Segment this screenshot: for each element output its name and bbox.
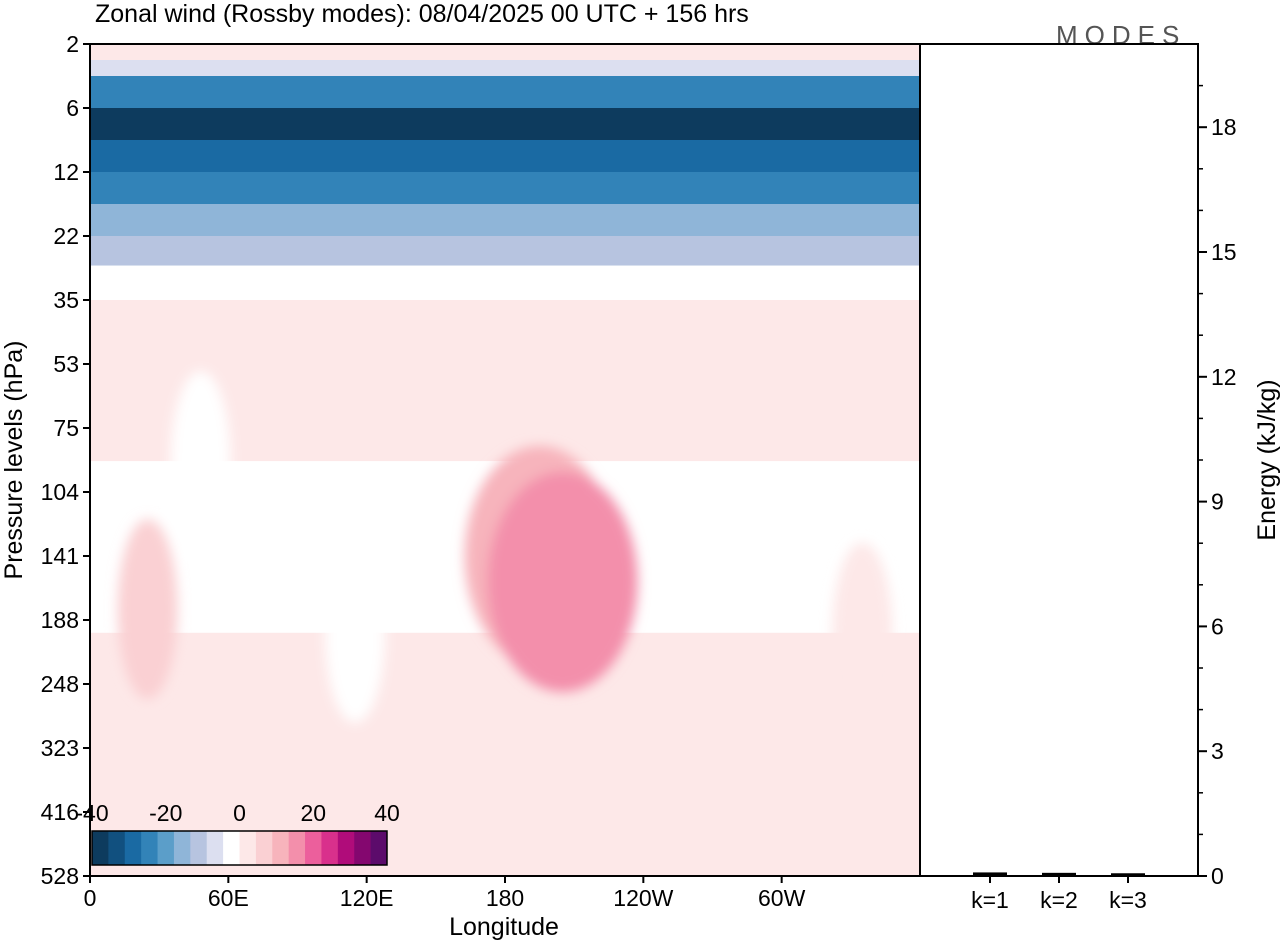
y-tick-label: 248	[41, 671, 79, 697]
x-axis: 0 60E 120E 180 120W 60W	[84, 876, 806, 911]
colorbar-swatch	[354, 831, 372, 865]
colorbar-swatch	[272, 831, 290, 865]
energy-axis-label: Energy (kJ/kg)	[1253, 379, 1280, 540]
y-axis-label: Pressure levels (hPa)	[0, 341, 28, 580]
x-tick-label: 120E	[340, 885, 394, 911]
colorbar-tick-label: 20	[300, 800, 326, 826]
energy-bars: k=1 k=2 k=3	[971, 872, 1147, 913]
wind-band	[90, 204, 920, 237]
colorbar-tick-label: -40	[75, 800, 108, 826]
x-tick-label: 0	[84, 885, 97, 911]
colorbar-swatch	[108, 831, 126, 865]
wind-blob	[487, 471, 638, 692]
wind-blobs	[117, 371, 893, 723]
colorbar-swatch	[124, 831, 142, 865]
wind-band	[90, 60, 920, 77]
colorbar-frame	[91, 830, 388, 866]
colorbar-swatch	[239, 831, 257, 865]
energy-x-tick-label: k=2	[1040, 887, 1078, 913]
colorbar-swatch	[288, 831, 306, 865]
y-tick-label: 104	[41, 479, 80, 505]
wind-band	[90, 236, 920, 267]
wind-blob	[170, 371, 231, 552]
y-tick-label: 141	[41, 543, 79, 569]
colorbar-swatch	[141, 831, 159, 865]
y-tick-label: 188	[41, 607, 79, 633]
y-tick-label: 53	[53, 351, 79, 377]
colorbar-tick-label: -20	[149, 800, 182, 826]
zonal-wind-heatmap	[90, 44, 920, 876]
chart-title: Zonal wind (Rossby modes): 08/04/2025 00…	[95, 0, 749, 28]
wind-band	[90, 44, 920, 61]
x-tick-label: 60E	[208, 885, 249, 911]
y-tick-label: 323	[41, 735, 79, 761]
colorbar-swatch	[321, 831, 339, 865]
x-axis-label: Longitude	[449, 913, 559, 941]
wind-band	[90, 140, 920, 173]
colorbar-labels: -40 -20 0 20 40	[75, 800, 399, 826]
wind-band	[90, 335, 920, 386]
x-tick-label: 120W	[613, 885, 673, 911]
y-tick-label: 12	[53, 159, 79, 185]
y-axis: 2 6 12 22 35 53 75 104 141 188 248 323 416 528	[41, 31, 90, 889]
energy-tick-label: 12	[1211, 364, 1237, 390]
energy-tick-label: 18	[1211, 114, 1237, 140]
colorbar-swatch	[370, 831, 388, 865]
colorbar-swatch	[305, 831, 322, 865]
colorbar-swatch	[223, 831, 240, 865]
y-tick-label: 75	[53, 415, 79, 441]
y-tick-label: 22	[53, 223, 79, 249]
energy-y-axis: 0 3 6 9 12 15 18	[1198, 84, 1237, 889]
y-tick-label: 2	[66, 31, 79, 57]
energy-tick-label: 3	[1211, 738, 1224, 764]
energy-panel-frame	[919, 43, 1199, 877]
x-tick-label: 180	[486, 885, 524, 911]
energy-tick-label: 15	[1211, 239, 1237, 265]
y-tick-label: 35	[53, 287, 79, 313]
wind-blob	[325, 542, 386, 723]
colorbar-tick-label: 0	[233, 800, 246, 826]
colorbar-swatch	[206, 831, 224, 865]
colorbar-swatch	[173, 831, 191, 865]
x-tick-label: 60W	[758, 885, 806, 911]
wind-band	[90, 300, 920, 337]
wind-band	[90, 265, 920, 301]
energy-bar	[1111, 873, 1145, 876]
energy-bar	[1042, 872, 1076, 876]
y-tick-label: 6	[66, 95, 79, 121]
wind-band	[90, 172, 920, 205]
energy-bar	[973, 872, 1007, 876]
colorbar-swatch	[157, 831, 175, 865]
wind-blob	[832, 542, 893, 723]
wind-band	[90, 108, 920, 141]
colorbar-swatch	[92, 831, 109, 865]
colorbar-swatch	[255, 831, 273, 865]
energy-x-tick-label: k=3	[1109, 887, 1147, 913]
energy-tick-label: 0	[1211, 863, 1224, 889]
colorbar	[91, 830, 388, 866]
y-tick-label: 528	[41, 863, 79, 889]
energy-x-tick-label: k=1	[971, 887, 1009, 913]
wind-band	[90, 76, 920, 109]
energy-tick-label: 9	[1211, 489, 1224, 515]
colorbar-tick-label: 40	[374, 800, 400, 826]
y-tick-label: 416	[41, 799, 79, 825]
wind-blob	[117, 519, 178, 700]
colorbar-swatch	[190, 831, 208, 865]
energy-tick-label: 6	[1211, 613, 1224, 639]
colorbar-swatch	[337, 831, 355, 865]
